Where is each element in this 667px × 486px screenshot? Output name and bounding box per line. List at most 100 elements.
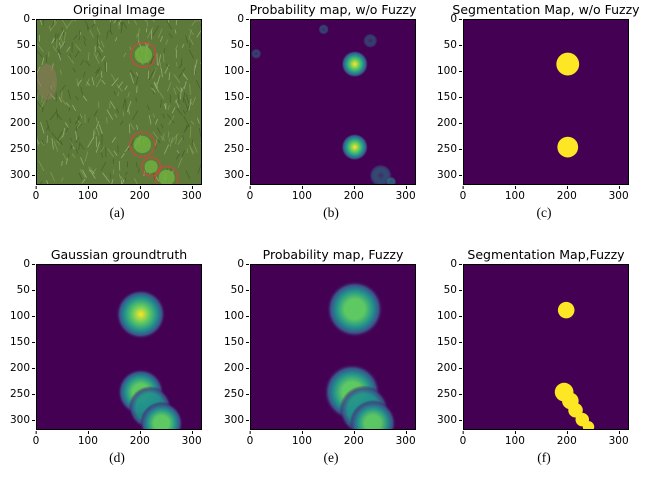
grass-blade: [188, 29, 192, 40]
grass-blade: [135, 33, 139, 38]
grass-blade: [96, 49, 102, 58]
grass-blade: [96, 27, 101, 36]
x-tick-label: 300: [395, 186, 416, 202]
grass-blade: [40, 141, 46, 147]
y-tick-label: 150: [4, 91, 35, 103]
y-tick-label: 100: [431, 310, 462, 322]
y-tick-label: 150: [4, 336, 35, 348]
grass-blade: [73, 34, 78, 40]
grass-blade: [40, 180, 43, 184]
grass-blade: [196, 30, 201, 38]
grass-blade: [182, 135, 184, 140]
grass-blade: [45, 119, 51, 132]
grass-blade: [88, 28, 94, 38]
grass-blade: [199, 20, 201, 21]
x-tick-label: 300: [181, 186, 202, 202]
segment-blob: [556, 52, 580, 76]
plant: [134, 46, 153, 64]
y-tick-label: 250: [218, 388, 249, 400]
grass-blade: [69, 118, 72, 124]
grass-blade: [91, 168, 97, 175]
grass-blade: [177, 137, 183, 145]
grass-blade: [55, 108, 59, 120]
grass-blade: [114, 37, 118, 42]
grass-blade: [199, 61, 201, 65]
grass-blade: [126, 100, 132, 113]
grass-blade: [80, 157, 85, 165]
grass-blade: [159, 91, 165, 100]
grass-blade: [129, 122, 135, 130]
grass-blade: [173, 74, 181, 84]
grass-blade: [190, 39, 194, 46]
grass-blade: [58, 29, 65, 40]
y-tick-label: 50: [4, 284, 35, 296]
grass-blade: [116, 20, 119, 22]
grass-blade: [78, 143, 81, 150]
x-tick-label: 0: [32, 431, 40, 447]
grass-blade: [182, 110, 186, 115]
grass-blade: [165, 63, 170, 69]
grass-blade: [146, 20, 149, 27]
grass-blade: [80, 86, 84, 95]
grass-blade: [152, 25, 159, 37]
image-photo: [37, 20, 201, 184]
grass-blade: [95, 121, 100, 130]
grass-blade: [57, 139, 62, 145]
y-tick-label: 0: [431, 13, 462, 25]
grass-blade: [107, 148, 114, 157]
grass-blade: [86, 26, 89, 32]
grass-blade: [37, 101, 44, 110]
grass-blade: [100, 146, 105, 153]
grass-blade: [188, 49, 195, 59]
grass-blade: [177, 93, 180, 104]
grass-blade: [122, 98, 126, 109]
y-tick-label: 50: [218, 284, 249, 296]
grass-blade: [95, 141, 100, 153]
grass-blade: [185, 94, 190, 105]
grass-blade: [166, 113, 175, 124]
segment-blob: [582, 421, 595, 429]
grass-blade: [50, 171, 55, 182]
detection-circle: [154, 165, 179, 184]
grass-blade: [125, 99, 127, 112]
grass-blade: [195, 79, 201, 90]
grass-blade: [62, 152, 68, 162]
y-tick-label: 50: [431, 284, 462, 296]
plant: [133, 135, 152, 154]
y-tick-label: 150: [431, 336, 462, 348]
grass-blade: [118, 161, 121, 171]
grass-blade: [76, 118, 80, 124]
y-tick-label: 100: [218, 310, 249, 322]
x-tick-label: 100: [77, 186, 98, 202]
grass-blade: [134, 177, 138, 184]
grass-blade: [88, 117, 90, 123]
grass-blade: [175, 86, 181, 93]
y-tick-label: 0: [4, 13, 35, 25]
grass-blade: [37, 50, 43, 58]
image-prob: [251, 20, 415, 184]
panel-title: Original Image: [72, 2, 166, 17]
grass-blade: [64, 122, 69, 128]
panel-caption: (b): [323, 205, 339, 220]
grass-blade: [49, 111, 57, 121]
grass-blade: [166, 20, 173, 30]
detection-circle: [129, 131, 156, 158]
grass-blade: [101, 152, 104, 158]
grass-blade: [60, 38, 64, 46]
grass-blade: [109, 100, 116, 110]
grass-blade: [198, 128, 201, 138]
grass-blade: [75, 96, 79, 101]
x-tick-label: 300: [608, 431, 629, 447]
grass-blade: [66, 46, 71, 52]
grass-blade: [122, 21, 128, 29]
grass-blade: [157, 138, 161, 144]
grass-blade: [180, 88, 182, 100]
x-tick-label: 200: [556, 186, 577, 202]
grass-blade: [197, 163, 201, 174]
grass-blade: [183, 124, 190, 134]
grass-blade: [175, 152, 181, 160]
grass-blade: [155, 82, 159, 89]
grass-blade: [189, 102, 193, 107]
grass-blade: [95, 117, 98, 123]
grass-blade: [176, 108, 183, 116]
